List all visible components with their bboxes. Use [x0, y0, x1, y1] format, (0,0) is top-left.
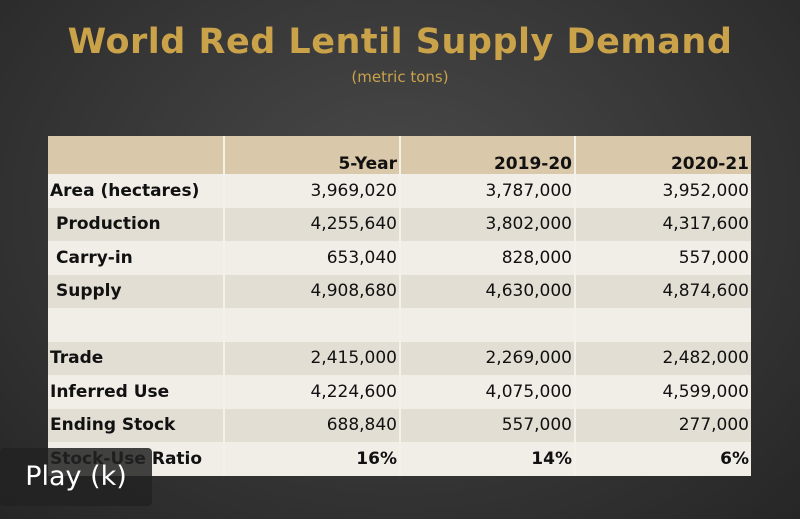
cell-value: 3,969,020 [224, 174, 401, 208]
cell-value: 3,802,000 [400, 207, 576, 241]
table-row-spacer [48, 308, 751, 342]
table-row-carry-in: Carry-in 653,040 828,000 557,000 [48, 241, 751, 275]
row-label: Production [48, 207, 225, 241]
cell-value: 828,000 [400, 241, 576, 275]
cell-value: 4,599,000 [575, 375, 751, 409]
row-label [48, 308, 225, 342]
row-label: Area (hectares) [48, 174, 225, 208]
cell-value: 3,952,000 [575, 174, 751, 208]
cell-value: 4,317,600 [575, 207, 751, 241]
cell-value: 4,075,000 [400, 375, 576, 409]
header-cell-2019-20: 2019-20 [400, 136, 576, 174]
cell-value: 4,224,600 [224, 375, 401, 409]
cell-value: 557,000 [400, 408, 576, 442]
cell-value: 14% [400, 442, 576, 476]
header-cell-5-year: 5-Year [224, 136, 401, 174]
row-label: Trade [48, 341, 225, 375]
table-row-supply: Supply 4,908,680 4,630,000 4,874,600 [48, 274, 751, 308]
table-row-stock-use-ratio: Stock-Use Ratio 16% 14% 6% [48, 442, 751, 476]
cell-value: 3,787,000 [400, 174, 576, 208]
row-label: Ending Stock [48, 408, 225, 442]
row-label: Supply [48, 274, 225, 308]
cell-value: 16% [224, 442, 401, 476]
table-row-inferred-use: Inferred Use 4,224,600 4,075,000 4,599,0… [48, 375, 751, 409]
table-row-ending-stock: Ending Stock 688,840 557,000 277,000 [48, 408, 751, 442]
supply-demand-table: 5-Year 2019-20 2020-21 Area (hectares) 3… [48, 136, 751, 476]
cell-value: 2,482,000 [575, 341, 751, 375]
header-cell-blank [48, 136, 225, 174]
cell-value: 653,040 [224, 241, 401, 275]
header-cell-2020-21: 2020-21 [575, 136, 751, 174]
cell-value: 4,908,680 [224, 274, 401, 308]
cell-value: 4,874,600 [575, 274, 751, 308]
cell-value: 557,000 [575, 241, 751, 275]
cell-value: 688,840 [224, 408, 401, 442]
slide-title: World Red Lentil Supply Demand [67, 22, 733, 62]
slide-subtitle: (metric tons) [351, 68, 449, 86]
cell-value: 4,255,640 [224, 207, 401, 241]
table-row-trade: Trade 2,415,000 2,269,000 2,482,000 [48, 341, 751, 375]
table-row-production: Production 4,255,640 3,802,000 4,317,600 [48, 207, 751, 241]
cell-value: 4,630,000 [400, 274, 576, 308]
cell-value [575, 308, 751, 342]
cell-value: 277,000 [575, 408, 751, 442]
cell-value: 2,269,000 [400, 341, 576, 375]
table-row-area: Area (hectares) 3,969,020 3,787,000 3,95… [48, 174, 751, 208]
cell-value: 6% [575, 442, 751, 476]
cell-value [224, 308, 401, 342]
row-label: Inferred Use [48, 375, 225, 409]
table-header-row: 5-Year 2019-20 2020-21 [48, 136, 751, 174]
play-button[interactable]: Play (k) [0, 448, 152, 506]
row-label: Carry-in [48, 241, 225, 275]
cell-value: 2,415,000 [224, 341, 401, 375]
cell-value [400, 308, 576, 342]
